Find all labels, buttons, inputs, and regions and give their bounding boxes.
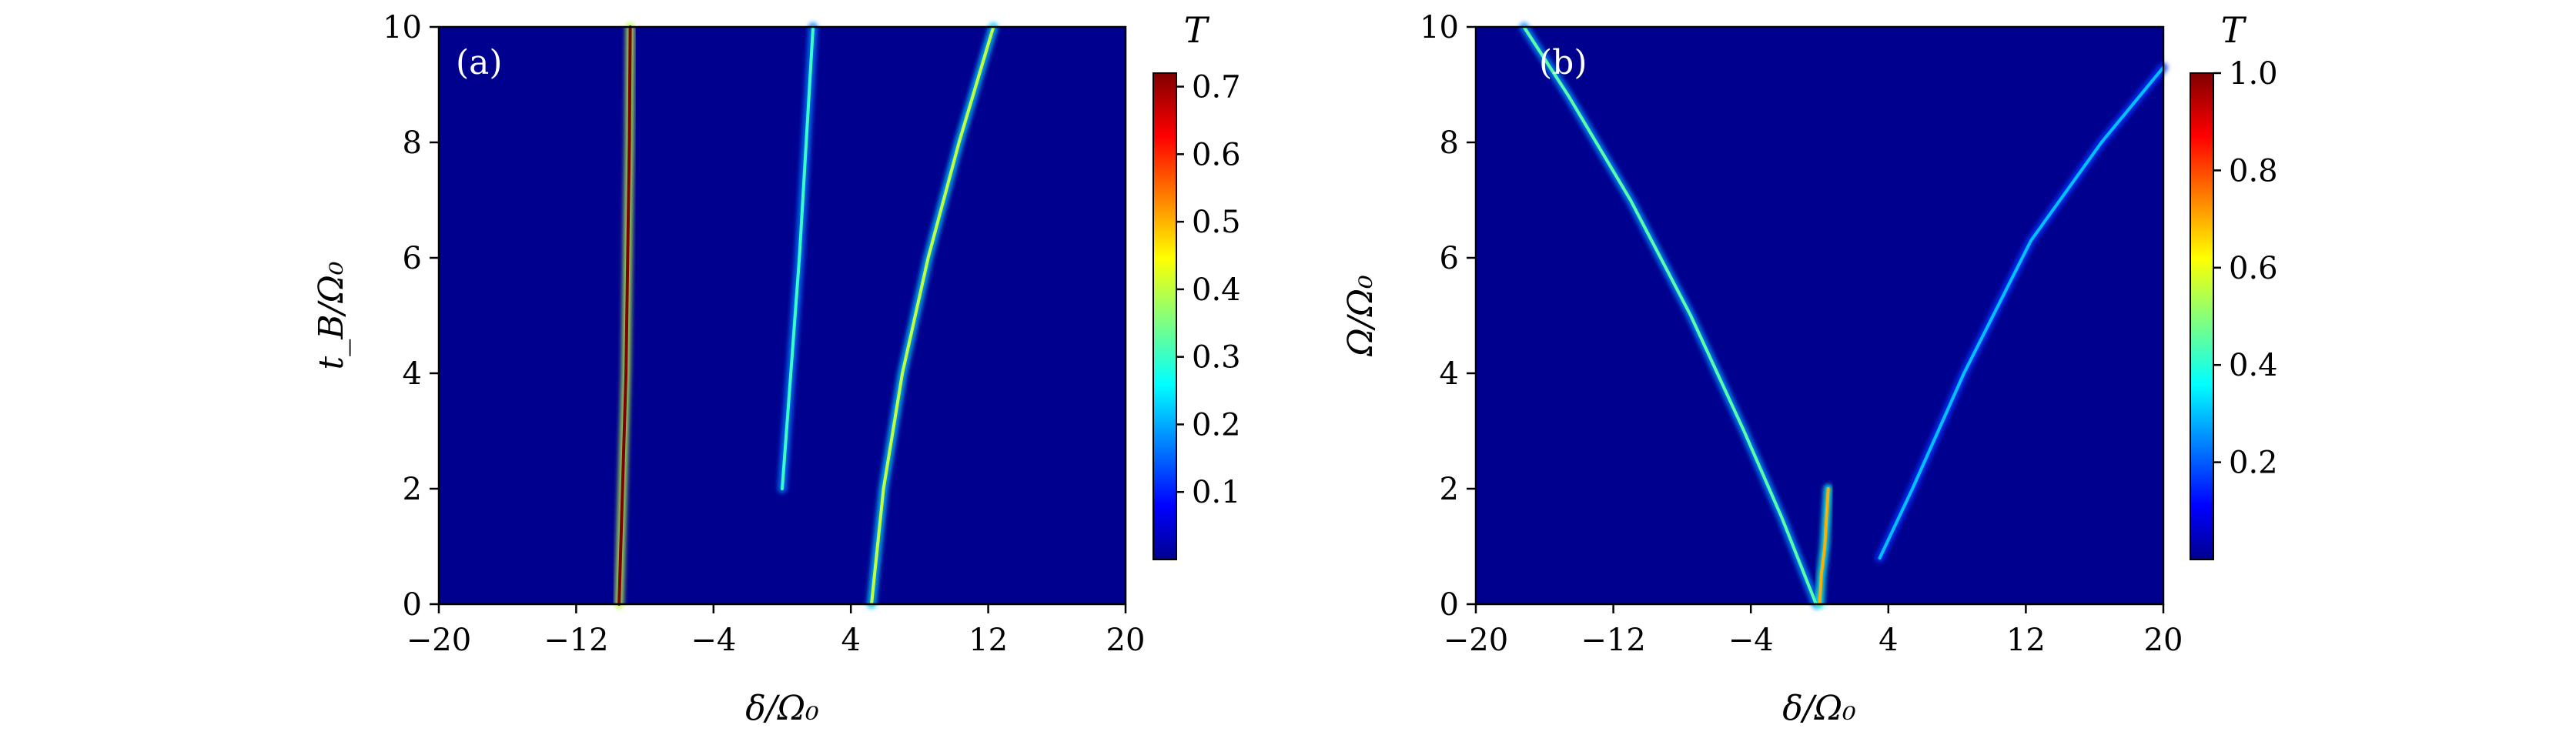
x-ticks-a: −20 −12 −4 4 12 20	[406, 604, 1146, 658]
colorbar-tick-label-a-0: 0.1	[1192, 475, 1241, 510]
x-tick-label-a-5: 20	[1106, 623, 1146, 658]
x-axis-label-b: δ/Ω₀	[1782, 689, 1856, 728]
y-tick-label-a-5: 10	[383, 10, 422, 45]
colorbar-tick-label-b-4: 1.0	[2229, 56, 2278, 92]
colorbar-tick-label-a-5: 0.6	[1192, 137, 1241, 172]
colorbar-tick-label-a-1: 0.2	[1192, 407, 1241, 443]
ridge-b-2	[1818, 487, 1830, 606]
colorbar-a	[1153, 72, 1177, 560]
colorbar-tick-label-a-2: 0.3	[1192, 340, 1241, 376]
y-tick-label-b-1: 2	[1440, 472, 1459, 507]
colorbar-title-b: T	[2221, 9, 2247, 51]
ridges-a	[614, 22, 999, 609]
y-axis-label-a: t_B/Ω₀	[312, 261, 351, 369]
panel-label-a: (a)	[456, 43, 503, 82]
x-tick-label-a-2: −4	[691, 623, 736, 658]
plot-area-b	[1476, 27, 2163, 604]
y-axis-label-b: Ω/Ω₀	[1341, 275, 1380, 357]
plot-frame-a	[437, 25, 1127, 606]
x-ticks-b: −20 −12 −4 4 12 20	[1444, 604, 2183, 658]
ridge-b-1	[1522, 25, 1818, 606]
x-tick-label-b-5: 20	[2144, 623, 2183, 658]
x-tick-label-b-1: −12	[1581, 623, 1645, 658]
y-ticks-a: 0 2 4 6 8 10	[383, 10, 439, 623]
x-axis-label-a: δ/Ω₀	[745, 689, 819, 728]
x-tick-label-a-1: −12	[544, 623, 608, 658]
plot-area-a	[439, 27, 1126, 604]
ridge-a-3	[870, 25, 995, 606]
colorbar-ticks-a: 0.1 0.2 0.3 0.4 0.5 0.6 0.7	[1176, 70, 1241, 510]
x-tick-label-b-3: 4	[1878, 623, 1898, 658]
colorbar-ticks-b: 0.2 0.4 0.6 0.8 1.0	[2213, 56, 2278, 481]
plot-frame-b	[1474, 25, 2165, 606]
ridge-a-1	[617, 25, 632, 606]
ridge-b-3	[1878, 65, 2165, 560]
colorbar-tick-label-a-4: 0.5	[1192, 205, 1241, 240]
y-tick-label-a-4: 8	[403, 125, 422, 161]
colorbar-b	[2190, 72, 2214, 560]
colorbar-tick-label-a-6: 0.7	[1192, 70, 1241, 105]
y-tick-label-b-4: 8	[1440, 125, 1459, 161]
y-tick-label-b-5: 10	[1420, 10, 1459, 45]
panel-b: (b) −20 −12 −4 4 12 20 0 2 4 6 8 10 δ/Ω₀ Ω/Ω₀ T 0.…	[1341, 9, 2278, 728]
x-tick-label-a-4: 12	[969, 623, 1008, 658]
colorbar-tick-label-b-3: 0.8	[2229, 153, 2278, 189]
colorbar-tick-label-b-2: 0.6	[2229, 251, 2278, 286]
y-tick-label-b-0: 0	[1440, 587, 1459, 623]
y-tick-label-a-1: 2	[403, 472, 422, 507]
ridges-b	[1519, 22, 2168, 609]
y-tick-label-a-3: 6	[403, 241, 422, 276]
x-tick-label-a-3: 4	[841, 623, 860, 658]
y-ticks-b: 0 2 4 6 8 10	[1420, 10, 1476, 623]
ridge-a-2	[781, 25, 815, 490]
panel-label-b: (b)	[1539, 43, 1587, 82]
x-tick-label-a-0: −20	[406, 623, 471, 658]
x-tick-label-b-2: −4	[1728, 623, 1774, 658]
y-tick-label-b-3: 6	[1440, 241, 1459, 276]
y-tick-label-b-2: 4	[1440, 356, 1459, 392]
y-tick-label-a-2: 4	[403, 356, 422, 392]
y-tick-label-a-0: 0	[403, 587, 422, 623]
colorbar-tick-label-b-1: 0.4	[2229, 348, 2278, 383]
x-tick-label-b-0: −20	[1444, 623, 1508, 658]
colorbar-title-a: T	[1184, 9, 1210, 51]
colorbar-tick-label-b-0: 0.2	[2229, 446, 2278, 481]
x-tick-label-b-4: 12	[2006, 623, 2046, 658]
colorbar-tick-label-a-3: 0.4	[1192, 272, 1241, 308]
